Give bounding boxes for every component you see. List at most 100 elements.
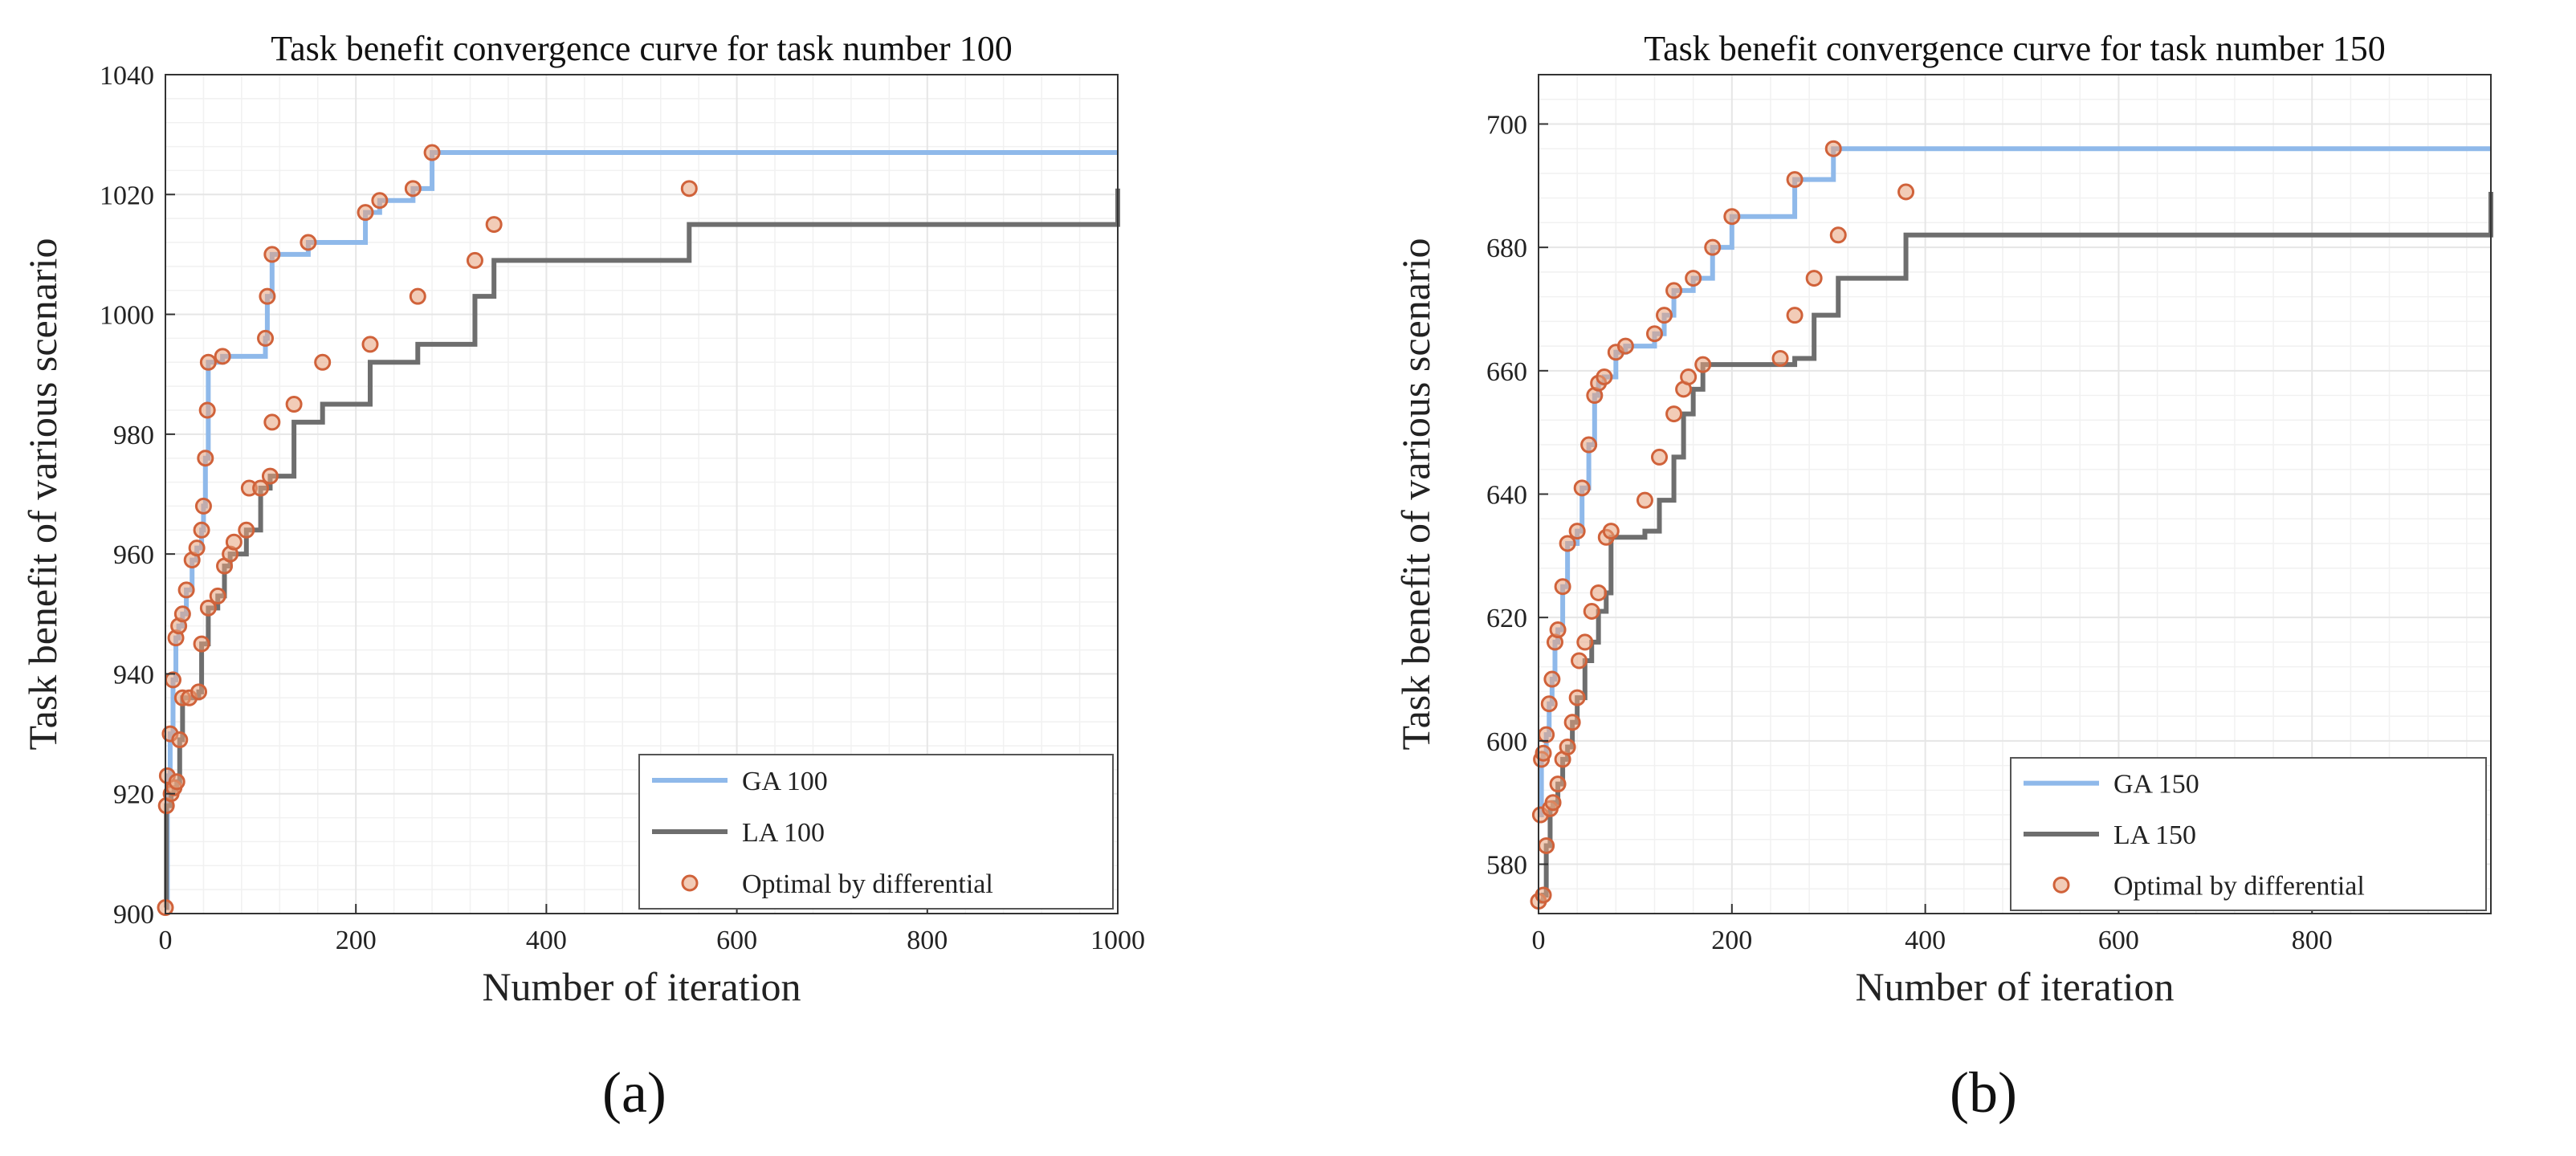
optimal-marker [1538, 726, 1555, 743]
y-tick-label: 580 [1486, 851, 1527, 881]
optimal-marker [263, 413, 281, 431]
optimal-marker [173, 605, 191, 623]
optimal-marker [1771, 349, 1789, 367]
optimal-marker [357, 204, 374, 222]
optimal-marker [199, 353, 217, 371]
optimal-marker [485, 216, 503, 234]
optimal-marker [1540, 695, 1558, 713]
y-tick-label: 700 [1486, 110, 1527, 140]
optimal-marker [177, 581, 195, 599]
optimal-marker [1568, 523, 1586, 540]
optimal-marker [1645, 325, 1663, 343]
y-tick-label: 680 [1486, 234, 1527, 263]
legend-label: LA 100 [742, 818, 825, 848]
optimal-marker [1665, 282, 1683, 299]
optimal-marker [1580, 436, 1598, 454]
x-tick-label: 1000 [1090, 926, 1145, 955]
optimal-marker [197, 450, 214, 467]
optimal-marker [361, 336, 379, 353]
optimal-marker [199, 599, 217, 617]
optimal-marker [193, 521, 210, 539]
x-tick-label: 600 [716, 926, 757, 955]
x-tick-label: 200 [1711, 926, 1752, 955]
optimal-marker [371, 192, 389, 210]
y-tick-label: 1020 [100, 181, 154, 210]
optimal-marker [1535, 886, 1552, 904]
optimal-marker [225, 533, 243, 551]
figure-label-b: (b) [1950, 1060, 2017, 1125]
x-tick-label: 800 [2292, 926, 2333, 955]
optimal-marker [209, 587, 226, 604]
legend-marker-optimal [2052, 876, 2070, 893]
optimal-marker [1616, 337, 1634, 355]
optimal-marker [257, 329, 275, 347]
optimal-marker [1543, 670, 1561, 688]
optimal-marker [1549, 621, 1567, 639]
legend-label: LA 150 [2113, 820, 2196, 850]
y-tick-label: 960 [113, 540, 154, 570]
optimal-marker [285, 396, 303, 413]
y-axis-label: Task benefit of various scenario [1393, 238, 1438, 751]
optimal-marker [404, 180, 422, 197]
optimal-marker [1576, 633, 1594, 651]
chart-b: 0 200 400 600 800 580 600 620 640 660 680 700 Task b… [1393, 29, 2493, 1009]
optimal-marker [1786, 171, 1804, 189]
optimal-marker [190, 683, 208, 701]
optimal-marker [193, 635, 210, 653]
optimal-marker [1568, 689, 1586, 706]
optimal-marker [1535, 744, 1552, 762]
optimal-marker [1651, 448, 1669, 466]
legend-marker-optimal [681, 874, 699, 892]
optimal-marker [1824, 140, 1842, 157]
legend-label: Optimal by differential [742, 869, 993, 899]
optimal-marker [1573, 479, 1591, 497]
legend-label: GA 100 [742, 767, 828, 796]
optimal-marker [1571, 652, 1588, 670]
optimal-marker [168, 773, 185, 791]
x-tick-label: 0 [1532, 926, 1546, 955]
optimal-marker [263, 246, 281, 263]
y-tick-label: 980 [113, 421, 154, 450]
y-axis-label: Task benefit of various scenario [20, 238, 65, 751]
optimal-marker [1723, 208, 1741, 226]
optimal-marker [1694, 356, 1712, 373]
y-tick-label: 640 [1486, 481, 1527, 511]
x-tick-label: 400 [526, 926, 567, 955]
optimal-marker [164, 671, 181, 689]
y-tick-label: 1000 [100, 301, 154, 331]
optimal-marker [1636, 491, 1653, 509]
legend-label: GA 150 [2113, 770, 2199, 800]
optimal-marker [1559, 535, 1576, 552]
optimal-marker [1685, 270, 1702, 287]
optimal-marker [252, 479, 270, 497]
optimal-marker [314, 353, 332, 371]
optimal-marker [1549, 775, 1567, 793]
optimal-marker [1544, 794, 1562, 812]
x-axis-label: Number of iteration [1855, 964, 2174, 1009]
x-axis-label: Number of iteration [482, 964, 801, 1009]
optimal-marker [1563, 714, 1581, 731]
optimal-marker [214, 348, 231, 365]
optimal-marker [1786, 307, 1804, 324]
optimal-marker [409, 287, 426, 305]
optimal-marker [171, 731, 189, 749]
legend-label: Optimal by differential [2113, 871, 2365, 901]
chart-title: Task benefit convergence curve for task … [1644, 29, 2385, 68]
optimal-marker [261, 467, 279, 485]
optimal-marker [259, 287, 276, 305]
axes-frame [165, 74, 1119, 914]
optimal-marker [1538, 836, 1555, 854]
optimal-marker [1805, 270, 1823, 287]
x-tick-label: 800 [907, 926, 948, 955]
figure-label-a: (a) [602, 1060, 666, 1125]
optimal-marker [1596, 368, 1613, 386]
x-tick-label: 400 [1905, 926, 1946, 955]
optimal-marker [300, 234, 317, 251]
y-tick-label: 600 [1486, 727, 1527, 757]
optimal-marker [1656, 307, 1673, 324]
optimal-marker [1897, 183, 1915, 201]
chart-a: 0 200 400 600 800 1000 900 920 940 960 980 1000 1020… [20, 29, 1145, 1009]
y-tick-label: 620 [1486, 604, 1527, 633]
optimal-marker [1680, 368, 1698, 386]
